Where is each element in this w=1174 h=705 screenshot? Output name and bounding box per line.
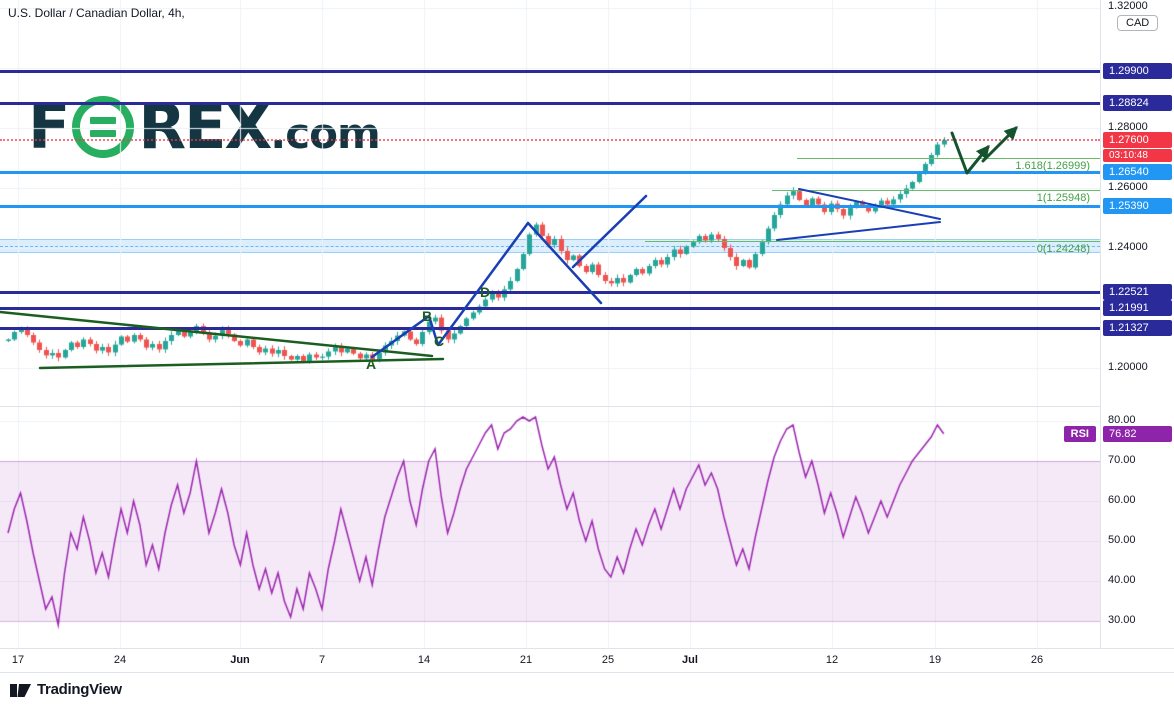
rsi-axis-tick: 60.00 (1108, 494, 1136, 506)
price-axis-tick: 1.24000 (1108, 241, 1148, 253)
date-label: Jul (682, 654, 698, 666)
breakout-check-arrow[interactable] (950, 131, 990, 175)
rsi-axis-tick: 80.00 (1108, 414, 1136, 426)
wedge-lower-trendline[interactable] (38, 357, 445, 370)
price-axis-tick: 1.26000 (1108, 181, 1148, 193)
date-label: 24 (113, 654, 127, 666)
fib-level-line[interactable] (797, 158, 1100, 160)
date-label: 7 (318, 654, 326, 666)
date-label: 17 (11, 654, 25, 666)
abcd-zigzag[interactable] (370, 221, 603, 359)
rsi-axis-tick: 50.00 (1108, 534, 1136, 546)
price-level-line[interactable] (0, 327, 1100, 331)
levels-layer (0, 70, 1100, 407)
price-level-line[interactable] (0, 307, 1100, 311)
price-level-line[interactable] (0, 205, 1100, 209)
candlestick-rsi-canvas[interactable] (0, 0, 1100, 648)
pennant-lower-line[interactable] (776, 221, 941, 241)
price-level-line[interactable] (0, 70, 1100, 73)
date-label: 21 (519, 654, 533, 666)
fib-level-line[interactable] (772, 189, 1100, 191)
tradingview-brand-text[interactable]: TradingView (37, 680, 122, 698)
price-axis-top-tick: 1.32000 (1108, 0, 1148, 12)
price-level-badge: 1.26540 (1103, 163, 1172, 180)
date-label: 26 (1030, 654, 1044, 666)
price-level-badge: 1.29900 (1103, 63, 1172, 79)
current-price-badge: 1.27600 (1103, 132, 1172, 148)
date-label: 25 (601, 654, 615, 666)
rsi-axis-tick: 40.00 (1108, 574, 1136, 586)
date-label: Jun (230, 654, 250, 666)
pennant-upper-line[interactable] (798, 188, 941, 220)
wedge-upper-trendline[interactable] (0, 310, 434, 358)
price-level-badge: 1.21327 (1103, 320, 1172, 337)
breakout-up-arrow[interactable] (981, 126, 1018, 163)
footer-bar: TradingView (0, 672, 1174, 705)
date-label: 14 (417, 654, 431, 666)
projection-line[interactable] (571, 194, 648, 269)
price-axis-tick: 1.28000 (1108, 121, 1148, 133)
price-level-badge: 1.22521 (1103, 284, 1172, 301)
current-price-dotted-line (0, 139, 1100, 141)
price-level-line[interactable] (0, 291, 1100, 295)
price-level-line[interactable] (0, 102, 1100, 106)
price-level-badge: 1.21991 (1103, 300, 1172, 317)
symbol-title[interactable]: U.S. Dollar / Canadian Dollar, 4h, (8, 6, 185, 20)
pane-separator[interactable] (0, 406, 1100, 407)
time-axis[interactable]: 17 24 Jun 7 14 21 25 Jul 12 19 26 (0, 648, 1174, 673)
price-level-badge: 1.25390 (1103, 198, 1172, 215)
rsi-axis-tick: 70.00 (1108, 454, 1136, 466)
price-level-line[interactable] (0, 170, 1100, 174)
fib-level-line[interactable] (645, 240, 1100, 242)
price-axis-tick: 1.20000 (1108, 361, 1148, 373)
price-level-badge: 1.28824 (1103, 95, 1172, 112)
rsi-value-badge: 76.82 (1103, 425, 1172, 442)
currency-unit-box: CAD (1117, 15, 1159, 31)
date-label: 19 (928, 654, 942, 666)
rsi-axis-tick: 30.00 (1108, 614, 1136, 626)
price-axis[interactable]: 1.32000 CAD 1.27600 03:10:48 76.82 1.299… (1100, 0, 1174, 648)
drawings-overlay[interactable] (0, 0, 1100, 648)
bar-countdown-badge: 03:10:48 (1103, 149, 1172, 162)
tradingview-logo-icon[interactable] (10, 680, 31, 698)
date-label: 12 (825, 654, 839, 666)
